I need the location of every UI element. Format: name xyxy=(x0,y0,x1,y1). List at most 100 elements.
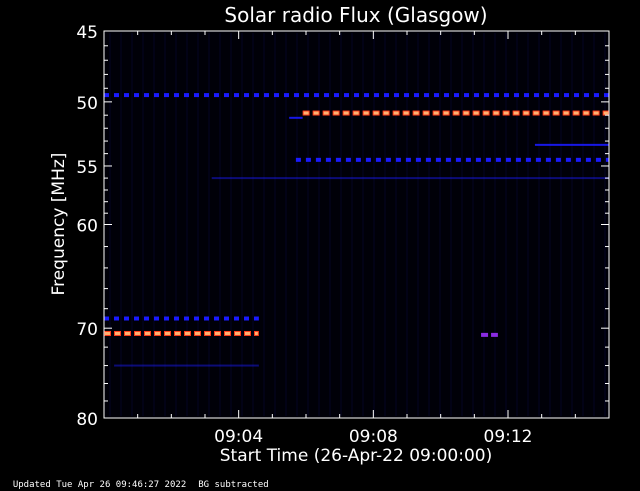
emission-dash xyxy=(315,157,321,162)
emission-dash xyxy=(174,93,179,98)
emission-dash-core xyxy=(225,331,230,335)
emission-dash xyxy=(214,316,219,321)
emission-dash xyxy=(244,93,249,98)
emission-dash xyxy=(444,93,449,98)
emission-dash xyxy=(304,93,309,98)
emission-dash xyxy=(204,93,209,98)
emission-dash-core xyxy=(473,111,479,115)
emission-dash-core xyxy=(563,111,569,115)
emission-dash-core xyxy=(523,111,529,115)
emission-dash xyxy=(144,316,149,321)
emission-dash xyxy=(574,93,579,98)
emission-dash xyxy=(144,93,149,98)
plot-background xyxy=(104,31,609,418)
emission-bands xyxy=(104,33,609,416)
emission-dash xyxy=(584,93,589,98)
emission-dash xyxy=(154,93,159,98)
emission-dash xyxy=(465,157,471,162)
emission-dash-core xyxy=(155,331,160,335)
emission-dash-core xyxy=(433,111,439,115)
emission-dash xyxy=(514,93,519,98)
x-tick-label: 09:04 xyxy=(214,427,263,447)
emission-dash xyxy=(395,157,401,162)
emission-dash xyxy=(515,157,521,162)
emission-dash xyxy=(214,93,219,98)
emission-dash-core xyxy=(363,111,369,115)
emission-dash xyxy=(244,316,249,321)
axes: 45 50 55 60 70 80 09:04 09:08 09:12 xyxy=(76,23,609,447)
emission-dash xyxy=(224,93,229,98)
emission-dash xyxy=(424,93,429,98)
emission-dash xyxy=(555,157,561,162)
emission-dash-core xyxy=(453,111,459,115)
emission-dash xyxy=(104,316,109,321)
emission-dash-core xyxy=(215,331,220,335)
emission-dash xyxy=(545,157,551,162)
emission-dash xyxy=(445,157,451,162)
emission-dash-core xyxy=(205,331,210,335)
emission-dash-core xyxy=(145,331,150,335)
emission-dash xyxy=(184,93,189,98)
emission-dash xyxy=(305,157,311,162)
emission-dash xyxy=(495,157,501,162)
y-tick-label: 70 xyxy=(76,320,98,340)
emission-dash xyxy=(114,316,119,321)
emission-dash xyxy=(425,157,431,162)
emission-dash xyxy=(544,93,549,98)
emission-dash xyxy=(124,316,129,321)
y-tick-label: 45 xyxy=(76,23,98,43)
spectrogram-chart: 45 50 55 60 70 80 09:04 09:08 09:12 Solar radio … xyxy=(49,3,610,466)
emission-dash-core xyxy=(105,331,110,335)
emission-dash-core xyxy=(513,111,519,115)
emission-dash-core xyxy=(403,111,409,115)
emission-dash xyxy=(174,316,179,321)
emission-dash xyxy=(434,93,439,98)
emission-dash-core xyxy=(603,111,608,115)
emission-dash xyxy=(415,157,421,162)
emission-dash-core xyxy=(543,111,549,115)
emission-dash xyxy=(525,157,531,162)
emission-dash xyxy=(385,157,391,162)
emission-dash-core xyxy=(383,111,389,115)
emission-dash xyxy=(565,157,571,162)
emission-dash xyxy=(484,93,489,98)
emission-dash-core xyxy=(393,111,399,115)
emission-dash xyxy=(414,93,419,98)
emission-dash xyxy=(604,93,609,98)
emission-dash xyxy=(585,157,591,162)
emission-dash xyxy=(204,316,209,321)
emission-dash-core xyxy=(463,111,469,115)
emission-dash-core xyxy=(195,331,200,335)
emission-dash xyxy=(575,157,581,162)
emission-dash-core xyxy=(533,111,539,115)
emission-dash xyxy=(594,93,599,98)
emission-dash xyxy=(384,93,389,98)
updated-timestamp: Updated Tue Apr 26 09:46:27 2022 xyxy=(12,480,187,490)
emission-dash-core xyxy=(303,111,309,115)
emission-dash xyxy=(355,157,361,162)
emission-dash xyxy=(234,316,239,321)
emission-dash xyxy=(334,93,339,98)
emission-dash-core xyxy=(503,111,509,115)
emission-dash xyxy=(564,93,569,98)
emission-dash xyxy=(491,332,498,337)
emission-band xyxy=(289,116,303,119)
emission-dash-core xyxy=(235,331,240,335)
emission-dash xyxy=(314,93,319,98)
emission-dash xyxy=(455,157,461,162)
emission-dash xyxy=(194,316,199,321)
y-tick-label: 55 xyxy=(76,158,98,178)
emission-dash xyxy=(344,93,349,98)
emission-dash xyxy=(504,93,509,98)
emission-dash-core xyxy=(185,331,190,335)
emission-dash xyxy=(335,157,341,162)
emission-dash xyxy=(134,316,139,321)
emission-dash-core xyxy=(583,111,589,115)
emission-dash xyxy=(224,316,229,321)
emission-dash-core xyxy=(353,111,359,115)
emission-dash xyxy=(374,93,379,98)
emission-dash xyxy=(464,93,469,98)
emission-dash-core xyxy=(573,111,579,115)
emission-dash-core xyxy=(245,331,250,335)
emission-band xyxy=(114,364,259,367)
